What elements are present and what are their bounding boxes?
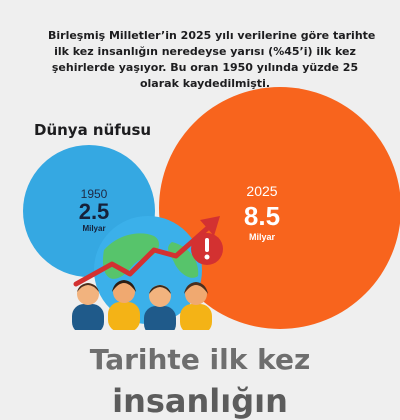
population-2025-unit: Milyar	[248, 232, 275, 242]
people-icon	[72, 280, 212, 330]
warning-icon	[191, 233, 223, 265]
intro-line: Birleşmiş Milletler’in 2025 yılı veriler…	[48, 29, 376, 42]
intro-line: ilk kez insanlığın neredeyse yarısı (%45…	[54, 45, 356, 58]
population-title: Dünya nüfusu	[34, 121, 152, 139]
trend-arrow-icon	[73, 216, 220, 287]
intro-line: olarak kaydedilmişti.	[139, 77, 271, 90]
intro-line: şehirlerde yaşıyor. Bu oran 1950 yılında…	[51, 61, 359, 74]
year-1950-label: 1950	[80, 187, 108, 201]
population-1950-value: 2.5	[78, 199, 110, 224]
intro-text: Birleşmiş Milletler’in 2025 yılı veriler…	[48, 28, 376, 92]
headline: Tarihte ilk kez	[89, 343, 311, 376]
illustration	[72, 216, 223, 330]
headline-continued: insanlığın	[112, 382, 288, 420]
year-2025-label: 2025	[246, 183, 278, 199]
population-1950-unit: Milyar	[82, 224, 106, 233]
population-2025-value: 8.5	[243, 201, 281, 231]
